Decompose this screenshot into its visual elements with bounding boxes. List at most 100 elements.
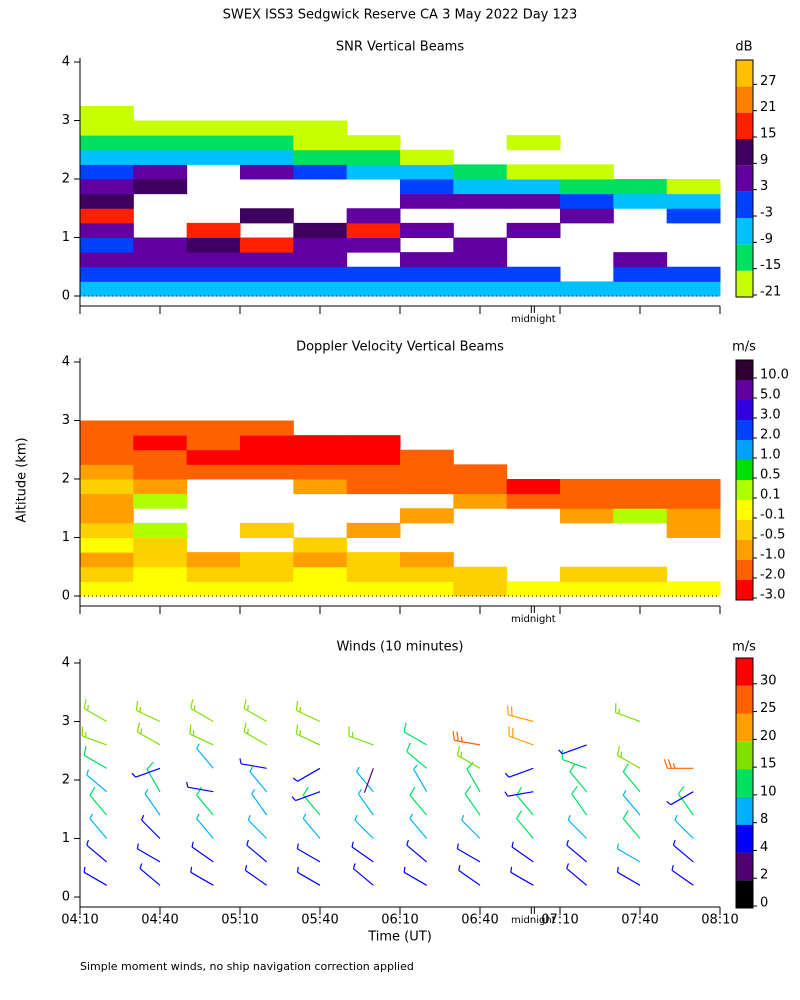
field-cell	[453, 266, 508, 282]
wind-barb	[558, 744, 587, 755]
field-cell	[346, 164, 401, 180]
field-cell	[293, 135, 348, 151]
field-cell	[293, 281, 348, 297]
wind-barb	[196, 786, 214, 816]
field-cell	[560, 164, 614, 180]
colorbar-frame	[735, 59, 754, 298]
wind-barb	[516, 810, 534, 839]
field-cell	[613, 252, 668, 268]
field-cell	[80, 435, 134, 451]
field-cell	[400, 179, 454, 195]
field-cell	[133, 552, 188, 568]
wind-barb	[354, 814, 374, 839]
wind-barb	[674, 814, 694, 839]
field-cell	[560, 479, 614, 495]
colorbar-label: 10	[760, 784, 777, 799]
colorbar-label: -3	[760, 206, 773, 221]
colorbar-label: -1.0	[760, 548, 785, 563]
field-cell	[133, 435, 188, 451]
colorbar-label: 9	[760, 153, 768, 168]
colorbar-swatch	[736, 685, 753, 714]
wind-barb	[363, 768, 374, 793]
field-cell	[293, 164, 348, 180]
field-cell	[240, 120, 294, 136]
wind-barb	[302, 786, 321, 816]
wind-barb	[351, 841, 374, 863]
wind-barb	[83, 866, 107, 886]
field-cell	[346, 435, 401, 451]
colorbar-label: 2	[760, 868, 768, 883]
field-cell	[80, 135, 134, 151]
field-cell	[133, 237, 188, 253]
field-cell	[453, 252, 508, 268]
wind-barb	[243, 722, 267, 746]
field-cell	[293, 449, 348, 465]
field-cell	[186, 464, 241, 480]
wind-barb	[296, 866, 321, 886]
colorbar-frame	[735, 657, 754, 909]
field-cell	[666, 581, 721, 597]
field-cell	[186, 252, 241, 268]
field-cell	[506, 493, 561, 509]
field-cell	[240, 581, 294, 597]
field-cell	[560, 193, 614, 209]
field-cell	[506, 164, 561, 180]
colorbar-swatch	[736, 769, 753, 797]
field-cell	[400, 149, 454, 165]
y-tick-label: 2	[62, 472, 70, 487]
field-cell	[240, 237, 294, 253]
field-cell	[613, 179, 668, 195]
field-cell	[240, 420, 294, 436]
field-cell	[453, 479, 508, 495]
y-tick-label: 0	[62, 289, 70, 304]
x-tick-label: 06:40	[461, 913, 498, 928]
wind-barb	[251, 788, 268, 816]
field-cell	[133, 420, 188, 436]
panel-title: Winds (10 minutes)	[336, 640, 463, 655]
field-cell	[506, 266, 561, 282]
field-cell	[293, 149, 348, 165]
field-cell	[346, 552, 401, 568]
colorbar-units: m/s	[732, 640, 756, 655]
colorbar-label: 21	[760, 100, 777, 115]
colorbar-label: 3.0	[760, 408, 781, 423]
x-tick-label: 05:40	[301, 913, 338, 928]
field-cell	[80, 164, 134, 180]
colorbar-label: 4	[760, 840, 768, 855]
field-cell	[346, 237, 401, 253]
field-cell	[186, 120, 241, 136]
wind-barb	[622, 810, 641, 839]
colorbar-label: 1.0	[760, 448, 781, 463]
field-cell	[133, 464, 188, 480]
colorbar-swatch	[736, 380, 753, 400]
field-cell	[613, 281, 668, 297]
colorbar-swatch	[736, 112, 753, 139]
field-cell	[133, 537, 188, 553]
field-cell	[453, 179, 508, 195]
colorbar-label: 27	[760, 74, 777, 89]
field-cell	[506, 222, 561, 238]
wind-barb	[296, 843, 321, 863]
wind-barb	[406, 742, 428, 769]
wind-barb	[139, 863, 161, 886]
field-cell	[666, 508, 721, 524]
wind-barb	[246, 839, 268, 863]
wind-barb	[616, 843, 641, 863]
field-cell	[133, 493, 188, 509]
field-cell	[666, 281, 721, 297]
field-cell	[80, 566, 134, 582]
colorbar-label: 30	[760, 673, 777, 688]
field-cell	[400, 222, 454, 238]
colorbar-units: dB	[735, 40, 752, 55]
field-cell	[560, 179, 614, 195]
colorbar-label: 0	[760, 896, 768, 911]
field-cell	[186, 222, 241, 238]
wind-barb	[244, 865, 268, 886]
wind-barb	[243, 699, 267, 723]
field-cell	[506, 179, 561, 195]
colorbar-swatch	[736, 191, 753, 218]
colorbar-swatch	[736, 270, 753, 297]
colorbar-swatch	[736, 480, 753, 500]
colorbar-swatch	[736, 520, 753, 540]
